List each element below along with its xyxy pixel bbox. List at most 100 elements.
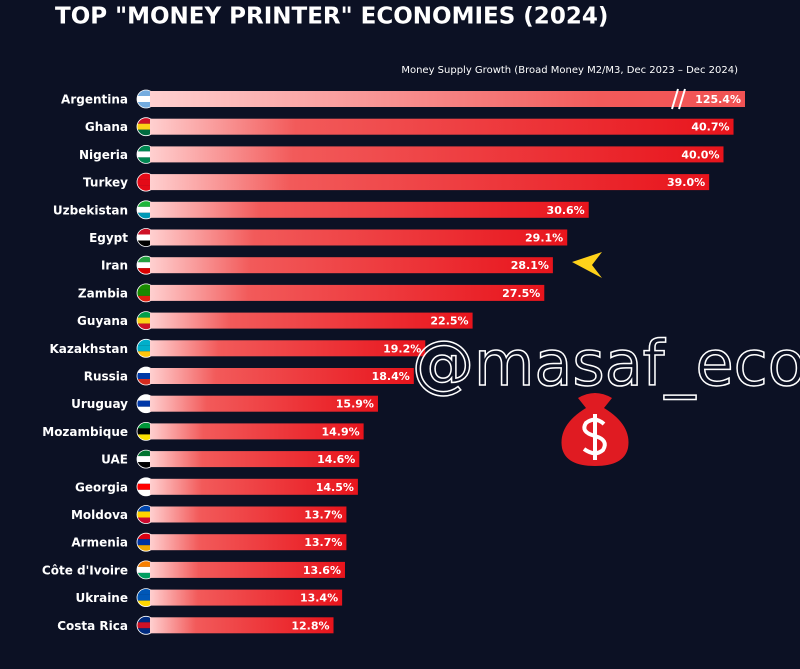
category-label: Argentina	[61, 93, 128, 107]
category-label: Moldova	[71, 508, 128, 522]
flag-stripe	[137, 129, 155, 136]
flag-stripe	[137, 173, 155, 180]
category-label: Russia	[84, 370, 128, 384]
flag-stripe	[137, 600, 155, 607]
bar	[150, 146, 724, 163]
bar	[150, 368, 414, 384]
value-label: 13.7%	[304, 509, 342, 522]
flag-stripe	[137, 517, 155, 524]
category-label: UAE	[101, 453, 128, 467]
flag-stripe	[137, 483, 155, 490]
bar	[150, 118, 734, 135]
bar	[150, 91, 745, 107]
category-label: Mozambique	[42, 425, 128, 439]
flag-stripe	[137, 422, 155, 429]
category-label: Uzbekistan	[53, 203, 128, 217]
flag-stripe	[137, 317, 155, 324]
flag-stripe	[137, 157, 155, 164]
category-label: Georgia	[75, 480, 128, 494]
flag-stripe	[137, 206, 155, 213]
value-label: 28.1%	[511, 259, 549, 272]
flag-stripe	[137, 185, 155, 192]
flag-stripe	[137, 179, 155, 186]
flag-stripe	[137, 323, 155, 330]
flag-stripe	[137, 123, 155, 130]
value-label: 125.4%	[695, 93, 741, 106]
value-label: 40.0%	[681, 148, 719, 161]
flag-stripe	[137, 406, 155, 413]
bar	[150, 174, 710, 191]
bar	[150, 229, 568, 246]
category-label: Armenia	[71, 536, 128, 550]
flag-stripe	[137, 102, 155, 108]
flag-stripe	[137, 477, 155, 484]
flag-stripe	[137, 434, 155, 441]
flag-stripe	[137, 511, 155, 518]
value-label: 22.5%	[430, 315, 468, 328]
bar	[150, 478, 358, 495]
flag-stripe	[137, 367, 155, 373]
chart-subtitle: Money Supply Growth (Broad Money M2/M3, …	[401, 65, 738, 76]
flag-stripe	[137, 311, 155, 318]
bars: Argentina 125.4% Ghana 40.7% Nigeria 40.0% Tur…	[42, 88, 745, 635]
bar	[150, 423, 364, 440]
category-label: Ukraine	[75, 591, 128, 605]
flag-stripe	[137, 228, 155, 235]
value-label: 14.6%	[317, 453, 355, 466]
flag-stripe	[137, 566, 155, 573]
category-label: Iran	[101, 259, 128, 273]
flag-stripe	[137, 428, 155, 435]
bar	[150, 589, 343, 606]
flag-stripe	[137, 345, 155, 352]
bar	[150, 451, 360, 468]
bar	[150, 312, 473, 329]
flag-stripe	[137, 151, 155, 158]
flag-stripe	[137, 622, 155, 629]
value-label: 40.7%	[691, 121, 729, 134]
category-label: Guyana	[77, 314, 128, 328]
flag-stripe	[137, 533, 155, 540]
value-label: 13.7%	[304, 536, 342, 549]
flag-stripe	[137, 212, 155, 219]
flag-stripe	[137, 256, 155, 263]
value-label: 19.2%	[383, 342, 421, 355]
flag-stripe	[137, 456, 155, 463]
category-label: Côte d'Ivoire	[42, 563, 128, 577]
value-label: 39.0%	[667, 176, 705, 189]
flag-stripe	[137, 234, 155, 241]
flag-stripe	[137, 295, 155, 302]
value-label: 14.5%	[316, 481, 354, 494]
value-label: 12.8%	[291, 619, 329, 632]
category-label: Zambia	[78, 286, 128, 300]
flag-stripe	[137, 351, 155, 358]
bar	[150, 506, 347, 523]
flag-stripe	[137, 339, 155, 346]
watermark: @masaf_eco	[412, 327, 800, 400]
flag-stripe	[137, 200, 155, 207]
category-label: Kazakhstan	[49, 342, 128, 356]
arrow-icon	[572, 252, 602, 278]
flag-stripe	[137, 450, 155, 457]
category-label: Turkey	[83, 176, 128, 190]
flag-stripe	[137, 262, 155, 269]
bar	[150, 617, 334, 634]
flag-stripe	[137, 394, 155, 401]
money-bag-icon	[561, 393, 629, 466]
value-label: 30.6%	[547, 204, 585, 217]
bar	[150, 340, 426, 357]
value-label: 18.4%	[372, 370, 410, 383]
bar	[150, 561, 345, 578]
flag-stripe	[137, 373, 155, 379]
category-label: Ghana	[85, 120, 128, 134]
category-label: Costa Rica	[57, 619, 128, 633]
flag-stripe	[137, 379, 155, 385]
flag-stripe	[137, 572, 155, 579]
flag-stripe	[137, 594, 155, 601]
flag-stripe	[137, 539, 155, 546]
flag-stripe	[137, 117, 155, 124]
flag-stripe	[137, 289, 155, 296]
flag-stripe	[137, 268, 155, 275]
category-label: Nigeria	[79, 148, 128, 162]
